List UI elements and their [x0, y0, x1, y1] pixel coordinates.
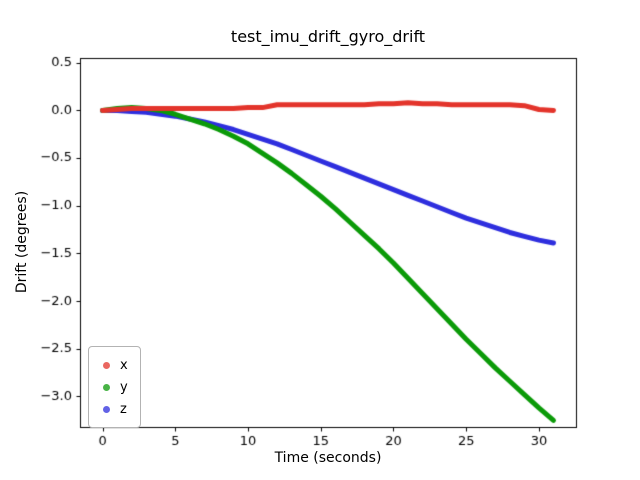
legend-label: y [120, 379, 128, 395]
chart-title: test_imu_drift_gyro_drift [230, 27, 426, 46]
dot-marker-icon [103, 405, 110, 413]
legend-label: x [120, 357, 128, 373]
legend-item-x: x [99, 354, 128, 376]
dot-marker-icon [103, 361, 110, 369]
legend-label: z [120, 401, 127, 417]
y-axis-label: Drift (degrees) [14, 190, 30, 294]
x-axis-label: Time (seconds) [274, 450, 382, 466]
legend-item-y: y [99, 376, 128, 398]
legend-item-z: z [99, 398, 128, 420]
legend: x y z [88, 346, 141, 428]
dot-marker-icon [103, 383, 110, 391]
